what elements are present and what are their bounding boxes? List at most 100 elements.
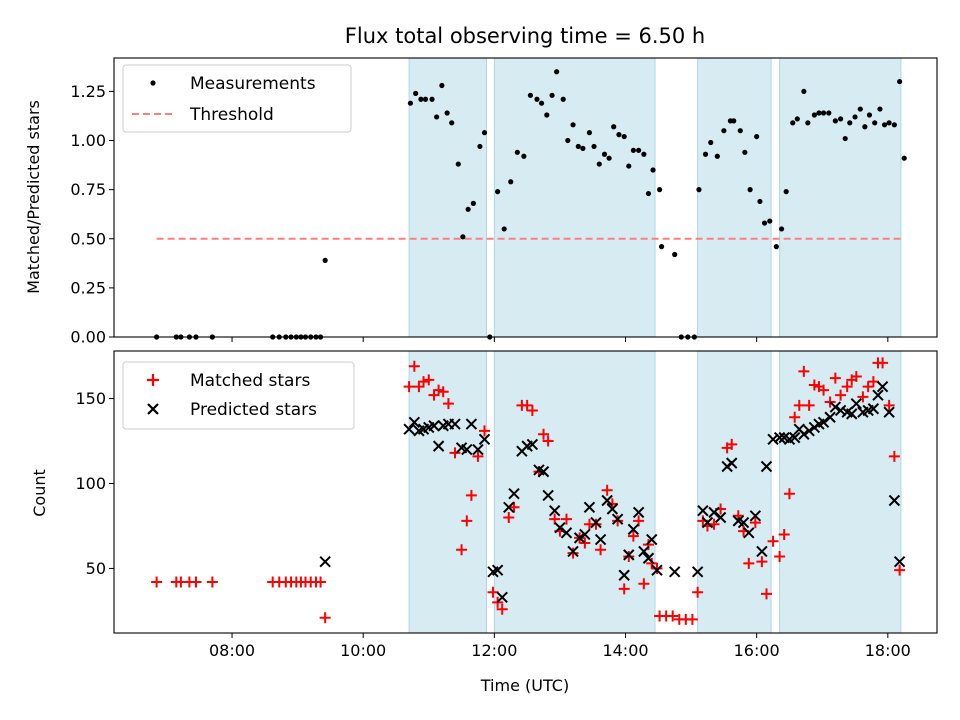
observing-window (697, 351, 772, 633)
y-tick-label: 100 (75, 474, 106, 493)
predicted-star-point (461, 443, 473, 456)
predicted-star-point (803, 425, 815, 437)
matched-star-point (646, 557, 658, 569)
matched-star-point (803, 399, 815, 411)
matched-star-point (549, 513, 561, 525)
observing-window (779, 58, 901, 337)
matched-star-point (612, 515, 624, 527)
predicted-star-point (726, 457, 738, 469)
measurement-point (575, 143, 581, 150)
predicted-star-point (542, 489, 554, 502)
measurement-point (630, 147, 636, 153)
measurement-point (418, 96, 424, 102)
measurement-point (897, 78, 903, 85)
matched-star-point (778, 528, 790, 540)
measurement-point (444, 110, 450, 116)
predicted-star-point (829, 401, 842, 413)
matched-star-point (601, 484, 613, 496)
predicted-star-point (872, 389, 884, 401)
predicted-star-point (491, 564, 504, 576)
observing-window (494, 351, 656, 633)
predicted-star-point (749, 510, 762, 522)
matched-star-point (850, 370, 862, 382)
predicted-star-point (850, 397, 863, 410)
matched-star-point (726, 438, 738, 450)
measurement-point (852, 114, 858, 120)
measurement-point (877, 106, 883, 112)
measurement-point (641, 151, 647, 157)
legend-matched-label: Matched stars (190, 371, 310, 391)
legend-threshold-label: Threshold (189, 105, 274, 125)
legend-predicted-label: Predicted stars (190, 400, 317, 420)
matched-star-point (877, 357, 889, 369)
measurement-point (521, 153, 527, 159)
x-tick-label: 10:00 (340, 641, 386, 660)
y-tick-label: 0.00 (70, 328, 106, 347)
predicted-star-point (627, 523, 640, 536)
predicted-star-point (526, 438, 539, 451)
x-tick-label: 16:00 (734, 641, 780, 660)
predicted-star-point (893, 555, 906, 568)
measurement-point (881, 122, 888, 128)
predicted-star-point (579, 528, 591, 541)
predicted-star-point (503, 501, 515, 513)
measurement-point (757, 198, 763, 205)
matched-star-point (651, 562, 663, 574)
predicted-star-point (449, 418, 461, 430)
matched-star-point (437, 386, 449, 398)
matched-star-point (841, 381, 853, 393)
measurement-point (514, 149, 520, 155)
measurement-point (754, 133, 760, 140)
chart-title: Flux total observing time = 6.50 h (345, 24, 705, 48)
predicted-star-point (691, 566, 704, 578)
measurement-point (866, 112, 873, 118)
matched-star-point (894, 564, 906, 576)
measurement-point (773, 244, 779, 250)
x-tick-label: 18:00 (865, 641, 911, 660)
matched-star-point (590, 518, 602, 530)
predicted-star-point (319, 555, 331, 568)
measurement-point (606, 155, 612, 161)
measurement-point (645, 190, 652, 197)
matched-star-point (526, 404, 538, 416)
legend-bottom: Matched stars Predicted stars (122, 361, 355, 430)
measurement-point (805, 120, 811, 126)
top-y-axis-label: Matched/Predicted stars (24, 100, 43, 294)
x-tick-label: 14:00 (602, 641, 648, 660)
matched-star-point (867, 376, 879, 388)
observing-window (409, 58, 487, 337)
matched-star-point (743, 557, 755, 569)
predicted-star-point (478, 433, 491, 446)
y-tick-label: 0.25 (70, 278, 106, 297)
predicted-star-point (537, 465, 550, 478)
predicted-star-point (432, 440, 445, 452)
measurement-point (801, 88, 807, 95)
matched-star-point (151, 576, 163, 588)
measurement-point (449, 120, 455, 126)
predicted-star-point (888, 494, 901, 507)
predicted-star-point (623, 549, 635, 561)
observing-windows (408, 58, 902, 633)
measurement-point (842, 135, 848, 142)
measurement-point (708, 139, 714, 146)
legend-measurements-marker (150, 80, 156, 86)
predicted-star-point (496, 591, 508, 604)
y-tick-label: 0.50 (70, 229, 106, 248)
predicted-star-point (788, 431, 801, 444)
predicted-star-point (760, 460, 773, 473)
measurement-point (857, 106, 863, 112)
predicted-star-point (632, 506, 645, 519)
matched-star-point (465, 489, 477, 501)
measurement-point (872, 120, 878, 126)
x-tick-label: 08:00 (209, 641, 255, 660)
matched-star-point (418, 376, 430, 388)
predicted-star-point (567, 545, 579, 558)
matched-star-point (487, 586, 499, 598)
observing-window (409, 351, 487, 633)
observing-window (494, 58, 656, 337)
matched-star-point (496, 603, 508, 615)
measurement-point (495, 189, 501, 195)
predicted-star-point (618, 569, 630, 581)
predicted-star-point (708, 506, 720, 519)
